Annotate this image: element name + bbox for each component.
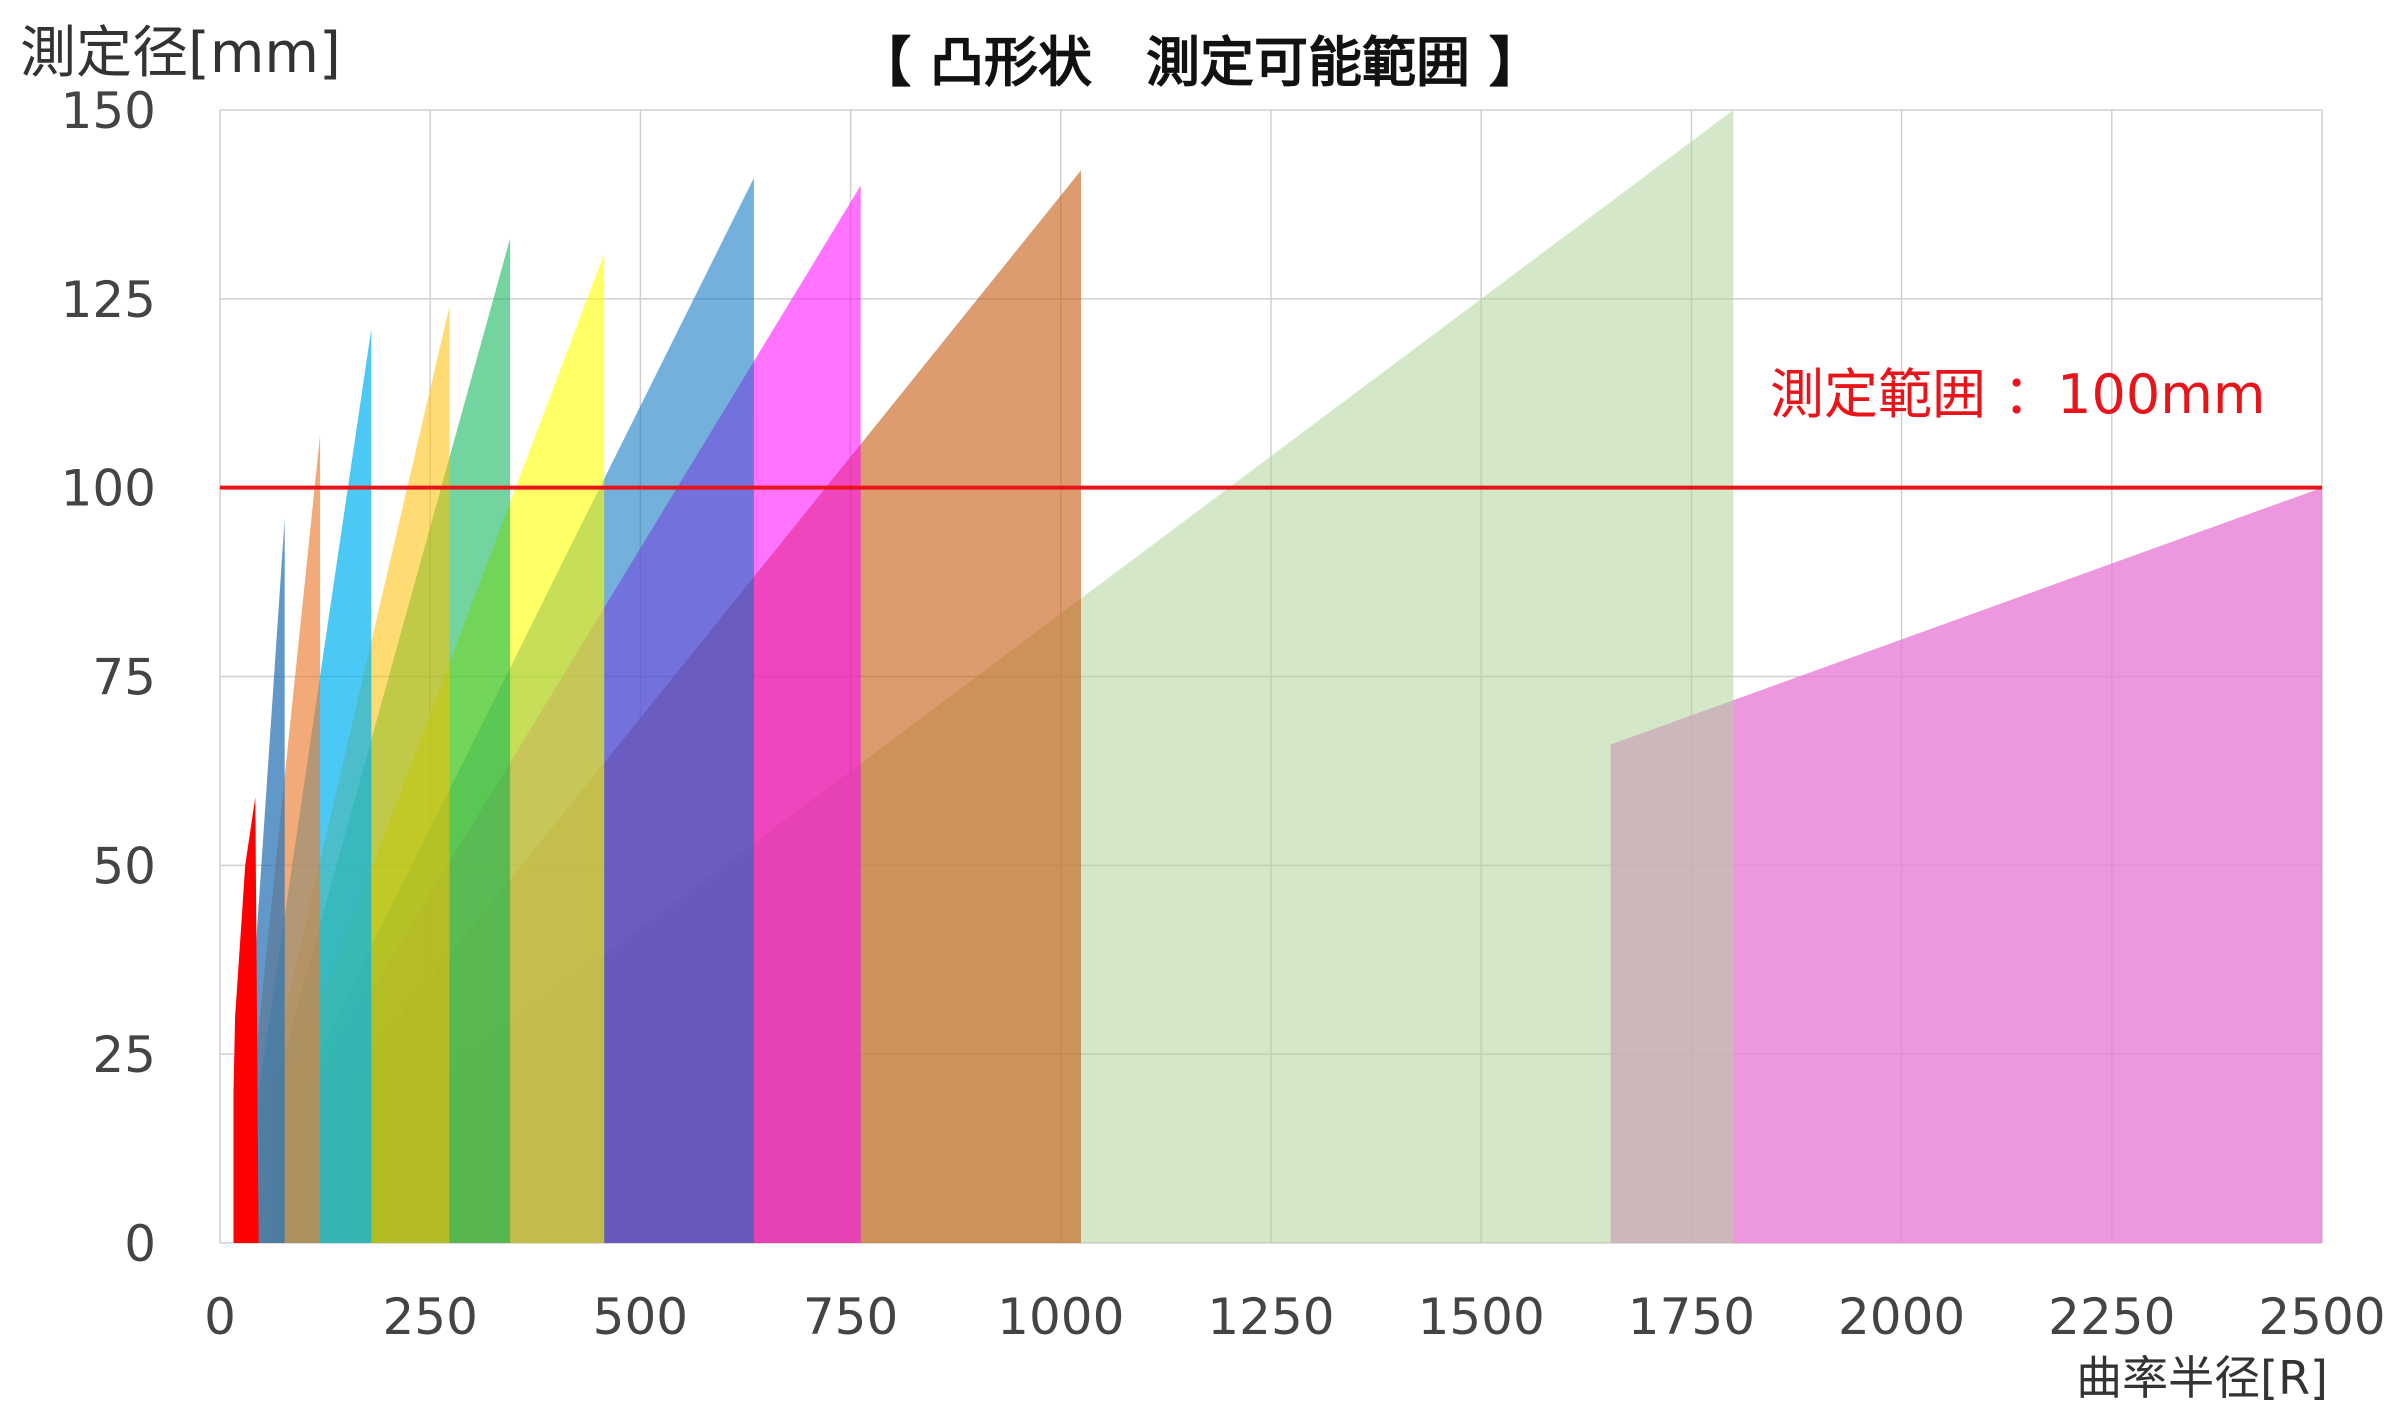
x-tick-label: 1750 [1628,1288,1755,1346]
x-tick-label: 2250 [2048,1288,2175,1346]
x-tick-label: 1250 [1207,1288,1334,1346]
y-tick-label: 125 [61,271,156,329]
x-tick-label: 2500 [2258,1288,2385,1346]
range-annotation: 測定範囲 ：100mm [1770,363,2266,426]
x-tick-label: 250 [382,1288,477,1346]
area-series-group [233,110,2322,1243]
x-tick-label: 750 [803,1288,898,1346]
area-series-2 [1610,487,2322,1243]
x-axis-label: 曲率半径[R] [2076,1351,2328,1405]
x-tick-labels: 0 250 500 750 1000 1250 1500 1750 2000 2250 2500 [204,1288,2386,1346]
x-tick-label: 0 [204,1288,236,1346]
chart-title: 【 凸形状 測定可能範囲 】 [857,31,1543,94]
y-axis-label: 測定径[mm] [20,21,341,86]
y-tick-label: 50 [92,837,156,895]
x-tick-label: 2000 [1838,1288,1965,1346]
y-tick-label: 25 [92,1026,156,1084]
x-tick-label: 500 [593,1288,688,1346]
area-series-13 [233,797,259,1243]
y-tick-label: 150 [61,82,156,140]
y-tick-label: 100 [61,460,156,518]
y-tick-label: 0 [124,1215,156,1273]
y-tick-labels: 0 25 50 75 100 125 150 [61,82,156,1273]
x-tick-label: 1500 [1418,1288,1545,1346]
y-tick-label: 75 [92,649,156,707]
x-tick-label: 1000 [997,1288,1124,1346]
